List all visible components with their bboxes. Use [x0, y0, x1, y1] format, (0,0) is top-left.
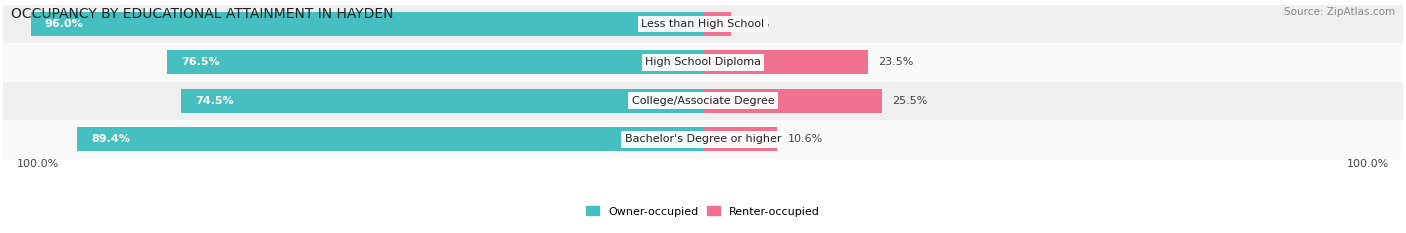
Legend: Owner-occupied, Renter-occupied: Owner-occupied, Renter-occupied: [581, 202, 825, 221]
Bar: [3, 43, 1403, 82]
Text: 10.6%: 10.6%: [787, 134, 823, 144]
Bar: [31, 12, 703, 36]
Text: 74.5%: 74.5%: [195, 96, 233, 106]
Bar: [703, 127, 778, 151]
Text: OCCUPANCY BY EDUCATIONAL ATTAINMENT IN HAYDEN: OCCUPANCY BY EDUCATIONAL ATTAINMENT IN H…: [11, 7, 394, 21]
Bar: [3, 120, 1403, 158]
Text: 76.5%: 76.5%: [181, 57, 219, 67]
Bar: [3, 82, 1403, 120]
Text: 96.0%: 96.0%: [45, 19, 83, 29]
Text: Less than High School: Less than High School: [641, 19, 765, 29]
Bar: [181, 89, 703, 113]
Text: College/Associate Degree: College/Associate Degree: [631, 96, 775, 106]
Text: Bachelor's Degree or higher: Bachelor's Degree or higher: [624, 134, 782, 144]
Text: 100.0%: 100.0%: [17, 159, 59, 169]
Text: High School Diploma: High School Diploma: [645, 57, 761, 67]
Text: 25.5%: 25.5%: [891, 96, 928, 106]
Bar: [167, 51, 703, 74]
Bar: [703, 12, 731, 36]
Text: Source: ZipAtlas.com: Source: ZipAtlas.com: [1284, 7, 1395, 17]
Text: 100.0%: 100.0%: [1347, 159, 1389, 169]
Bar: [703, 89, 882, 113]
Text: 89.4%: 89.4%: [91, 134, 129, 144]
Text: 4.0%: 4.0%: [741, 19, 770, 29]
Bar: [703, 51, 868, 74]
Bar: [3, 5, 1403, 43]
Text: 23.5%: 23.5%: [879, 57, 914, 67]
Bar: [77, 127, 703, 151]
